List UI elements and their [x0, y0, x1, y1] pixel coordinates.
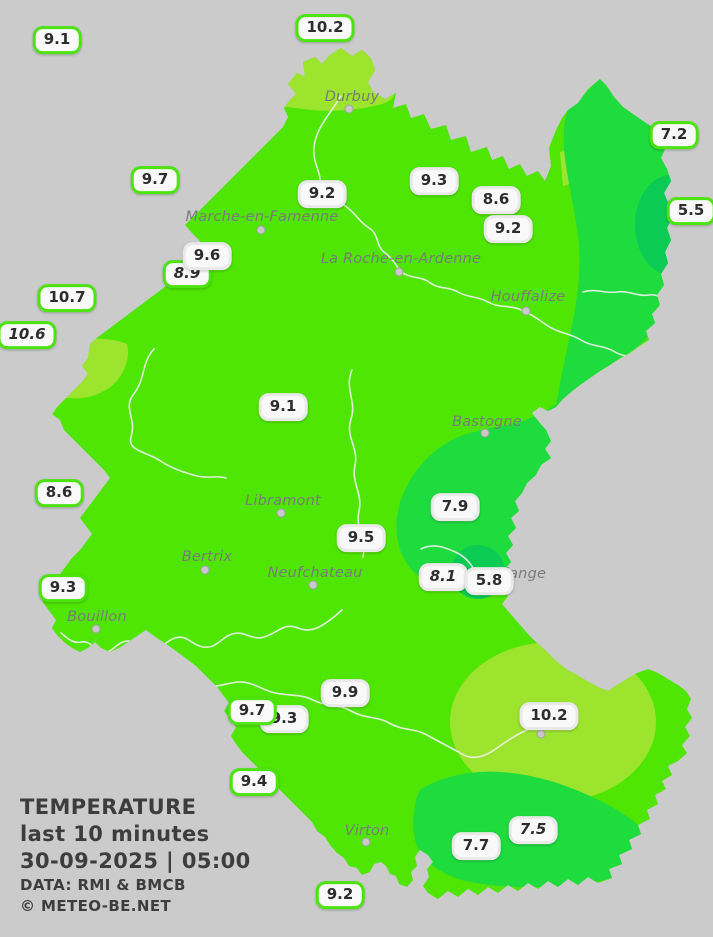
map-legend-block: TEMPERATURE last 10 minutes 30-09-2025 |… [20, 794, 251, 917]
temperature-badge[interactable]: 8.6 [34, 479, 84, 507]
temperature-badge[interactable]: 7.2 [649, 121, 699, 149]
temperature-badge[interactable]: 9.7 [227, 697, 277, 725]
temperature-badge[interactable]: 9.2 [297, 180, 347, 208]
city-dot [344, 104, 354, 114]
city-dot [536, 729, 546, 739]
city-dot [480, 428, 490, 438]
map-subtitle: last 10 minutes [20, 822, 210, 846]
temperature-badge[interactable]: 5.8 [464, 567, 514, 595]
city-dot [308, 580, 318, 590]
temperature-badge[interactable]: 9.2 [315, 881, 365, 909]
temperature-badge[interactable]: 10.6 [0, 321, 57, 349]
temperature-badge[interactable]: 9.1 [32, 26, 82, 54]
city-dot [256, 225, 266, 235]
temperature-badge[interactable]: 9.3 [409, 167, 459, 195]
city-label: Bastogne [452, 414, 522, 430]
temperature-badge[interactable]: 7.5 [508, 816, 558, 844]
city-dot [91, 624, 101, 634]
map-datetime: 30-09-2025 | 05:00 [20, 849, 251, 873]
city-label: Bouillon [67, 609, 127, 625]
temperature-badge[interactable]: 9.1 [258, 393, 308, 421]
temperature-badge[interactable]: 10.2 [295, 14, 355, 42]
city-label: Marche-en-Famenne [185, 209, 339, 225]
river-sure [200, 681, 530, 759]
temperature-badge[interactable]: 9.7 [130, 166, 180, 194]
temperature-badge[interactable]: 9.2 [483, 215, 533, 243]
copyright-line: © METEO-BE.NET [20, 897, 172, 915]
temperature-badge[interactable]: 7.7 [451, 832, 501, 860]
city-dot [276, 508, 286, 518]
river-lesse [128, 348, 227, 479]
temperature-badge[interactable]: 8.1 [418, 563, 468, 591]
temperature-badge[interactable]: 9.3 [38, 574, 88, 602]
temperature-badge[interactable]: 7.9 [430, 493, 480, 521]
data-source-line: DATA: RMI & BMCB [20, 876, 186, 894]
city-label: La Roche-en-Ardenne [320, 251, 482, 267]
city-label: Virton [344, 823, 390, 839]
city-dot [521, 306, 531, 316]
temperature-badge[interactable]: 5.5 [666, 197, 713, 225]
temperature-badge[interactable]: 10.2 [519, 702, 579, 730]
temperature-badge[interactable]: 10.7 [37, 284, 97, 312]
map-title: TEMPERATURE [20, 795, 197, 819]
temperature-badge[interactable]: 9.5 [336, 524, 386, 552]
river-martelange [420, 545, 474, 569]
city-label: Houffalize [490, 289, 566, 305]
city-label: Bertrix [181, 549, 233, 565]
city-dot [394, 267, 404, 277]
city-dot [200, 565, 210, 575]
city-label: Libramont [245, 493, 321, 509]
temperature-badge[interactable]: 9.9 [320, 679, 370, 707]
temperature-badge[interactable]: 9.4 [229, 768, 279, 796]
temperature-badge[interactable]: 9.6 [182, 242, 232, 270]
cold-spot-east [635, 175, 692, 275]
temperature-badge[interactable]: 8.6 [471, 186, 521, 214]
cool-zone-northeast [556, 79, 672, 407]
city-label: Neufchateau [267, 565, 363, 581]
city-dot [361, 837, 371, 847]
city-label: Durbuy [324, 89, 380, 105]
